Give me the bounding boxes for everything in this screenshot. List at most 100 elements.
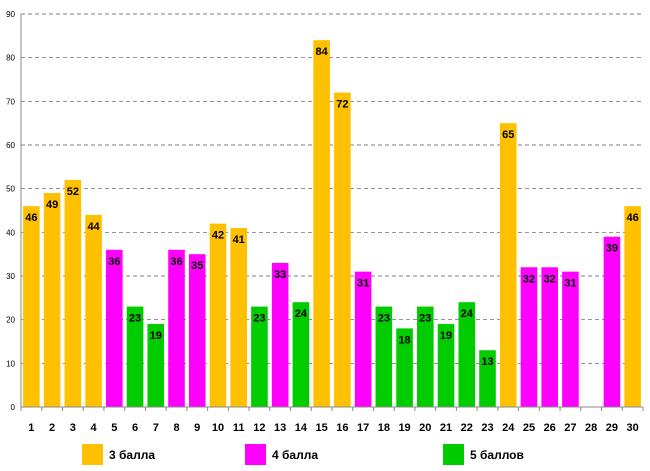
data-label: 31 — [564, 278, 576, 290]
legend-label: 5 баллов — [470, 448, 524, 462]
x-tick-label: 2 — [49, 422, 55, 434]
legend-label: 3 балла — [109, 448, 155, 462]
data-label: 24 — [295, 308, 308, 320]
x-tick-label: 20 — [419, 422, 431, 434]
bar — [168, 249, 185, 407]
data-label: 23 — [419, 313, 431, 325]
data-label: 42 — [212, 230, 224, 242]
bar — [209, 223, 227, 407]
bar — [624, 206, 641, 407]
legend-swatch — [82, 444, 103, 465]
data-label: 39 — [606, 243, 618, 255]
x-tick-label: 10 — [212, 422, 224, 434]
bar — [375, 306, 393, 407]
data-label: 31 — [357, 278, 369, 290]
bar — [396, 328, 413, 407]
x-tick-label: 12 — [253, 422, 265, 434]
data-label: 46 — [627, 212, 639, 224]
x-tick-label: 6 — [132, 422, 138, 434]
y-tick-label: 70 — [6, 97, 15, 106]
bar — [126, 306, 144, 407]
bar — [251, 306, 268, 407]
data-label: 35 — [191, 260, 203, 272]
legend: 3 балла 4 балла 5 баллов — [82, 444, 524, 465]
bar — [188, 254, 206, 407]
data-label: 41 — [233, 234, 245, 246]
data-label: 36 — [108, 256, 120, 268]
data-label: 65 — [502, 129, 514, 141]
bar — [520, 267, 538, 407]
bar — [354, 271, 372, 407]
x-tick-label: 14 — [295, 422, 308, 434]
data-label: 23 — [129, 313, 141, 325]
data-label: 33 — [274, 269, 286, 281]
y-tick-label: 30 — [6, 272, 15, 281]
x-tick-label: 22 — [461, 422, 473, 434]
x-tick-label: 16 — [336, 422, 348, 434]
data-label: 18 — [398, 334, 410, 346]
data-label: 36 — [170, 256, 182, 268]
x-tick-label: 28 — [585, 422, 597, 434]
bar — [479, 350, 496, 407]
bar — [458, 302, 476, 407]
y-tick-label: 10 — [6, 359, 15, 368]
data-label: 46 — [25, 212, 37, 224]
bar — [313, 40, 330, 407]
x-tick-label: 25 — [523, 422, 535, 434]
x-tick-label: 5 — [111, 422, 117, 434]
gridlines — [21, 13, 643, 364]
bar — [64, 179, 82, 407]
bar — [499, 123, 517, 408]
bar — [23, 206, 40, 407]
x-tick-label: 18 — [378, 422, 390, 434]
x-tick-label: 23 — [481, 422, 493, 434]
x-tick-label: 8 — [173, 422, 179, 434]
y-tick-label: 50 — [6, 185, 15, 194]
x-tick-label: 19 — [398, 422, 410, 434]
x-tick-label: 21 — [440, 422, 452, 434]
data-label: 19 — [150, 330, 162, 342]
x-tick-label: 13 — [274, 422, 286, 434]
bar — [85, 214, 102, 407]
x-tick-label: 29 — [606, 422, 618, 434]
data-label: 23 — [253, 313, 265, 325]
x-tick-label: 3 — [70, 422, 76, 434]
bar — [541, 267, 558, 407]
bar — [292, 302, 310, 407]
data-label: 52 — [67, 186, 79, 198]
data-label: 13 — [481, 356, 493, 368]
bar — [334, 92, 351, 407]
legend-label: 4 балла — [272, 448, 318, 462]
x-tick-label: 27 — [564, 422, 576, 434]
bar — [106, 249, 123, 407]
bar — [562, 271, 579, 407]
data-label: 72 — [336, 99, 348, 111]
legend-swatch — [245, 444, 266, 465]
bar — [43, 193, 61, 407]
x-tick-label: 24 — [502, 422, 515, 434]
bar — [271, 262, 289, 407]
y-tick-label: 60 — [6, 141, 15, 150]
data-label: 84 — [316, 46, 329, 58]
bar — [603, 236, 621, 407]
bar — [147, 324, 165, 407]
data-label: 32 — [544, 273, 556, 285]
y-tick-label: 40 — [6, 228, 15, 237]
data-label: 23 — [378, 313, 390, 325]
bar — [437, 324, 455, 407]
x-tick-label: 1 — [28, 422, 34, 434]
x-tick-label: 7 — [153, 422, 159, 434]
x-tick-label: 11 — [233, 422, 245, 434]
legend-swatch — [443, 444, 464, 465]
x-tick-label: 17 — [357, 422, 369, 434]
bar — [417, 306, 434, 407]
x-tick-label: 9 — [194, 422, 200, 434]
bar — [230, 227, 247, 407]
x-tick-label: 30 — [627, 422, 639, 434]
y-tick-label: 80 — [6, 54, 15, 63]
y-tick-label: 20 — [6, 316, 15, 325]
y-tick-label: 0 — [11, 403, 16, 412]
x-tick-label: 15 — [316, 422, 328, 434]
